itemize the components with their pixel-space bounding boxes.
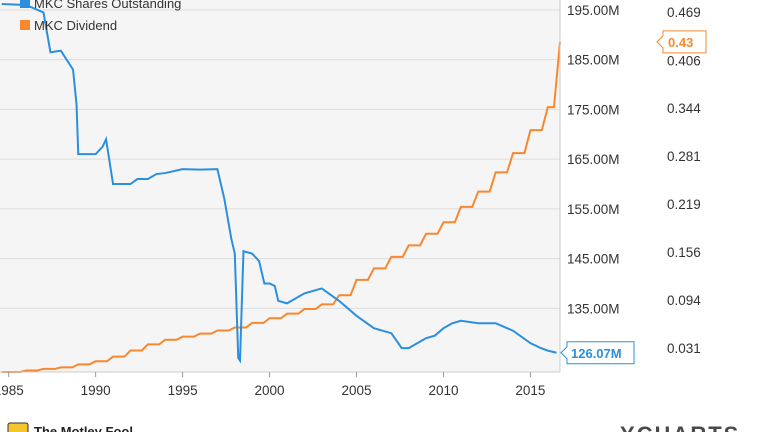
legend-swatch [20,0,30,8]
left-tick-label: 175.00M [567,102,620,117]
x-tick-label: 1990 [81,383,111,398]
plot-area [0,0,560,372]
x-tick-label: 2005 [341,383,371,398]
right-tick-label: 0.469 [667,5,701,20]
right-tick-label: 0.031 [667,341,701,356]
last-value-badges: 0.43 126.07M [560,30,707,365]
right-tick-label: 0.219 [667,197,701,212]
x-tick-label: 2015 [515,383,545,398]
left-axis-ticks: 195.00M 185.00M 175.00M 165.00M 155.00M 145.0… [567,3,620,316]
shares-last-value-badge: 126.07M [560,341,635,365]
legend: MKC Shares Outstanding MKC Dividend [20,0,181,33]
right-tick-label: 0.406 [667,53,701,68]
left-tick-label: 195.00M [567,3,620,18]
left-tick-label: 145.00M [567,252,620,267]
right-tick-label: 0.344 [667,101,701,116]
dividend-last-value-badge: 0.43 [656,30,707,54]
left-tick-label: 165.00M [567,152,620,167]
left-tick-label: 185.00M [567,53,620,68]
right-axis-ticks: 0.469 0.406 0.344 0.281 0.219 0.156 0.094 0.031 [667,5,701,356]
left-tick-label: 155.00M [567,202,620,217]
x-tick-label: 2000 [255,383,285,398]
footer-logo-text: The Motley Fool [34,424,133,432]
footer-brand: YCHARTS [620,422,740,432]
shares-last-value: 126.07M [571,346,622,361]
legend-swatch [20,20,30,30]
dividend-last-value: 0.43 [668,35,693,50]
right-tick-label: 0.281 [667,149,701,164]
grid [0,9,560,309]
x-tick-label: 1995 [168,383,198,398]
left-tick-label: 135.00M [567,301,620,316]
x-tick-label: 2010 [428,383,458,398]
legend-label: MKC Dividend [34,18,117,33]
footer: The Motley Fool YCHARTS [7,422,740,432]
series-line-shares [1,2,557,364]
motley-fool-logo-icon [7,422,29,432]
series-layer [1,2,561,373]
right-tick-label: 0.156 [667,245,701,260]
legend-label: MKC Shares Outstanding [34,0,181,11]
series-line-dividend [1,41,561,373]
right-tick-label: 0.094 [667,293,701,308]
